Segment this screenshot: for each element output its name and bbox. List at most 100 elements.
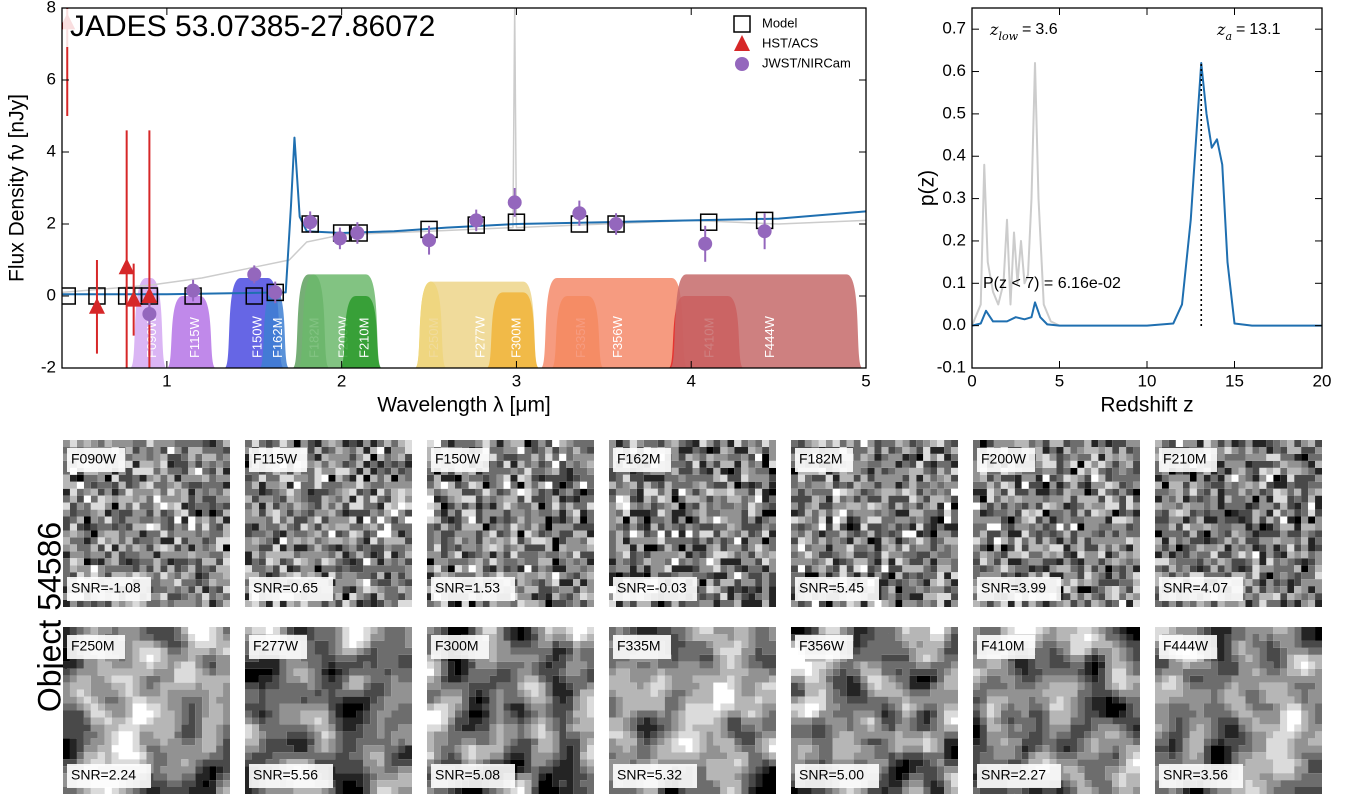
y-tick-label: 0.6 bbox=[942, 61, 966, 80]
filter-label: F162M bbox=[270, 318, 285, 358]
label-box bbox=[1159, 448, 1217, 472]
legend-label: Model bbox=[762, 15, 798, 30]
annotation-value: 3.6 bbox=[1035, 21, 1057, 38]
cutout-panel: F200W SNR=3.99 bbox=[973, 440, 1140, 607]
filter-label: F090W bbox=[144, 315, 159, 358]
filter-label: F277W bbox=[473, 315, 488, 358]
marker bbox=[698, 236, 713, 251]
annotation: zlow = 3.6 bbox=[989, 20, 1058, 43]
cutout-pixels bbox=[791, 627, 958, 794]
label-box bbox=[67, 764, 151, 788]
cutout-pixels bbox=[609, 440, 776, 607]
marker bbox=[141, 287, 158, 303]
filter-name: F250M bbox=[71, 638, 115, 654]
cutout-pixels bbox=[629, 627, 776, 794]
cutout-pixels bbox=[609, 627, 776, 794]
label-box bbox=[613, 764, 697, 788]
marker bbox=[268, 285, 283, 300]
annotation-subscript: low bbox=[998, 30, 1018, 43]
cutout-panel: F090W SNR=-1.08 bbox=[63, 440, 230, 607]
plot-area bbox=[972, 62, 1322, 327]
filter-label: F300M bbox=[508, 318, 523, 358]
marker bbox=[118, 258, 135, 275]
label-box bbox=[1159, 635, 1217, 659]
cutout-pixels bbox=[104, 627, 210, 794]
snr-label: SNR=5.32 bbox=[617, 767, 682, 783]
label-box bbox=[613, 635, 671, 659]
annotation-relation: = bbox=[1236, 21, 1245, 38]
snr-label: SNR=5.56 bbox=[253, 767, 318, 783]
y-tick-label: 0.7 bbox=[942, 19, 966, 38]
filter-name: F182M bbox=[799, 451, 843, 467]
x-tick-label: 15 bbox=[1225, 371, 1244, 390]
snr-label: SNR=-0.03 bbox=[617, 580, 687, 596]
label-box bbox=[431, 577, 515, 601]
filter-name: F115W bbox=[253, 451, 298, 467]
x-axis-label: Wavelength λ [μm] bbox=[377, 394, 551, 417]
filter-label: F210M bbox=[356, 318, 371, 358]
snr-label: SNR=5.00 bbox=[799, 767, 864, 783]
annotation: za = 13.1 bbox=[1216, 20, 1281, 43]
filter-label: F444W bbox=[762, 315, 777, 358]
label-box bbox=[67, 635, 125, 659]
filter-name: F277W bbox=[253, 638, 299, 654]
x-tick-label: 1 bbox=[162, 371, 171, 390]
line bbox=[62, 136, 866, 296]
cutout-pixels bbox=[1155, 440, 1322, 607]
cutout-pixels bbox=[69, 446, 203, 587]
chart-title: JADES 53.07385-27.86072 bbox=[70, 10, 435, 43]
label-box bbox=[431, 764, 515, 788]
cutout-pixels bbox=[265, 627, 364, 648]
filter-curve bbox=[339, 296, 382, 368]
filter-label: F356W bbox=[610, 315, 625, 358]
cutout-pixels bbox=[973, 627, 1140, 788]
x-axis-label: Redshift z bbox=[1100, 394, 1193, 417]
filter-name: F444W bbox=[1163, 638, 1209, 654]
legend-label: HST/ACS bbox=[762, 35, 819, 50]
annotation-symbol: z bbox=[989, 20, 999, 39]
cutout-pixels bbox=[1155, 627, 1316, 794]
object-label: Object 54586 bbox=[31, 522, 67, 712]
x-tick-label: 4 bbox=[686, 371, 695, 390]
marker bbox=[507, 195, 522, 210]
annotation-subscript: a bbox=[1225, 30, 1232, 43]
snr-label: SNR=3.56 bbox=[1163, 767, 1228, 783]
y-tick-label: 0.1 bbox=[942, 273, 966, 292]
label-box bbox=[613, 448, 671, 472]
y-tick-label: 0.2 bbox=[942, 230, 966, 249]
cutout-panel: F444W SNR=3.56 bbox=[1155, 627, 1322, 794]
cutout-pixels bbox=[245, 668, 364, 794]
marker bbox=[422, 233, 437, 248]
label-box bbox=[977, 635, 1035, 659]
legend-marker bbox=[735, 57, 749, 71]
marker bbox=[245, 287, 264, 305]
filter-label: F150W bbox=[250, 315, 265, 358]
cutout-panel: F335M SNR=5.32 bbox=[609, 627, 776, 794]
cutout-pixels bbox=[1189, 627, 1322, 794]
cutout-pixels bbox=[636, 627, 770, 794]
label-box bbox=[977, 448, 1035, 472]
snr-label: SNR=4.07 bbox=[1163, 580, 1228, 596]
label-box bbox=[613, 577, 697, 601]
cutout-pixels bbox=[427, 440, 594, 607]
cutout-pixels bbox=[245, 440, 412, 607]
plot-area: F090WF115WF150WF162MF182MF200WF210MF250M… bbox=[62, 8, 866, 368]
cutout-pixels bbox=[797, 440, 958, 607]
marker bbox=[757, 224, 772, 239]
cutout-panel: F250M SNR=2.24 bbox=[63, 627, 231, 794]
label-box bbox=[431, 448, 489, 472]
marker bbox=[469, 213, 484, 228]
y-tick-label: 2 bbox=[47, 213, 56, 232]
cutout-pixels bbox=[791, 627, 958, 725]
cutout-panel: F210M SNR=4.07 bbox=[1155, 440, 1322, 607]
filter-curve bbox=[166, 296, 216, 368]
filter-curve bbox=[670, 274, 863, 368]
cutout-pixels bbox=[664, 766, 776, 794]
cutout-pixels bbox=[791, 627, 958, 794]
x-tick-label: 10 bbox=[1138, 371, 1157, 390]
y-tick-label: 6 bbox=[47, 69, 56, 88]
marker bbox=[332, 231, 347, 246]
marker bbox=[142, 307, 157, 321]
snr-label: SNR=2.27 bbox=[981, 767, 1046, 783]
